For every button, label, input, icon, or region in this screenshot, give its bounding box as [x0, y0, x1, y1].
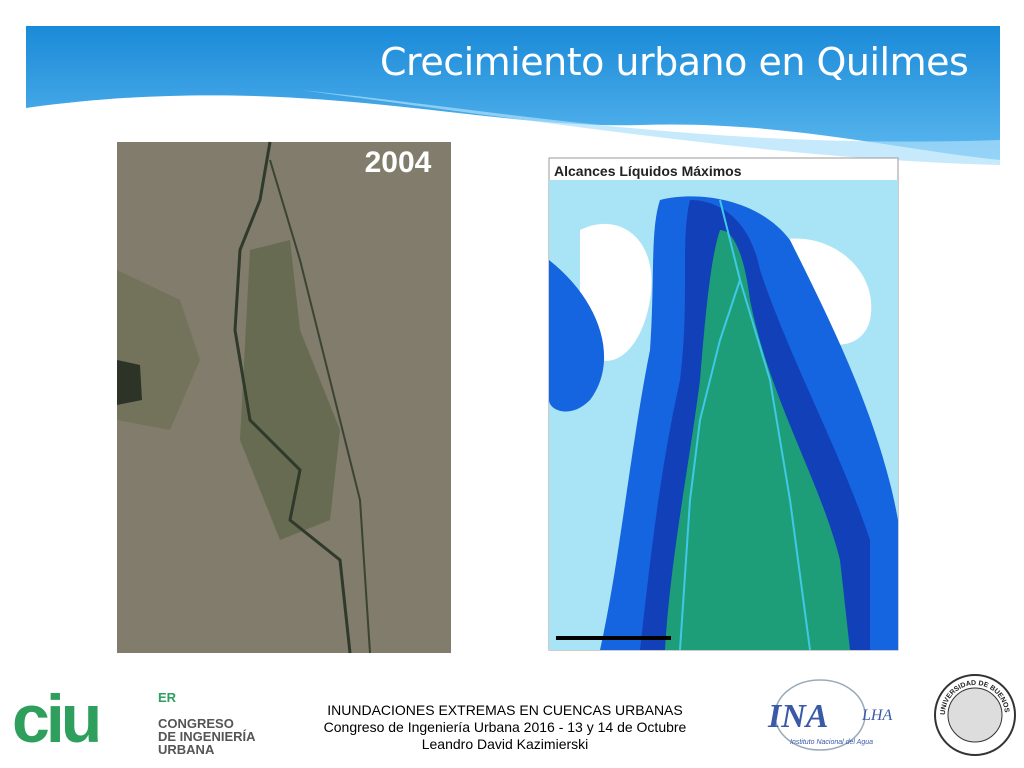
header-wave: [300, 90, 1000, 165]
flood-map: [548, 157, 899, 651]
ciu-logo-line: DE INGENIERÍA: [158, 729, 256, 744]
footer-line: Congreso de Ingeniería Urbana 2016 - 13 …: [323, 719, 687, 735]
header-band: [26, 26, 1000, 160]
ina-logo-caption: Instituto Nacional del Agua: [790, 739, 873, 746]
map-title: Alcances Líquidos Máximos: [554, 163, 742, 179]
ciu-logo-mark: ciu: [12, 681, 99, 757]
slide-title: Crecimiento urbano en Quilmes: [380, 40, 969, 84]
uba-seal-inner: [947, 687, 1003, 743]
ciu-logo-sup: ER: [158, 690, 177, 705]
ina-logo-ring: [774, 679, 866, 751]
footer: INUNDACIONES EXTREMAS EN CUENCAS URBANAS…: [280, 702, 730, 753]
footer-line: Leandro David Kazimierski: [421, 736, 589, 752]
ciu-logo-line: CONGRESO: [158, 716, 234, 731]
ina-logo-sub: LHA: [861, 707, 892, 724]
ina-logo-name: INA: [767, 698, 828, 735]
ciu-logo-line: URBANA: [158, 742, 215, 757]
footer-line: INUNDACIONES EXTREMAS EN CUENCAS URBANAS: [327, 702, 683, 718]
satellite-image: [117, 141, 451, 654]
image-year-label: 2004: [365, 146, 432, 179]
